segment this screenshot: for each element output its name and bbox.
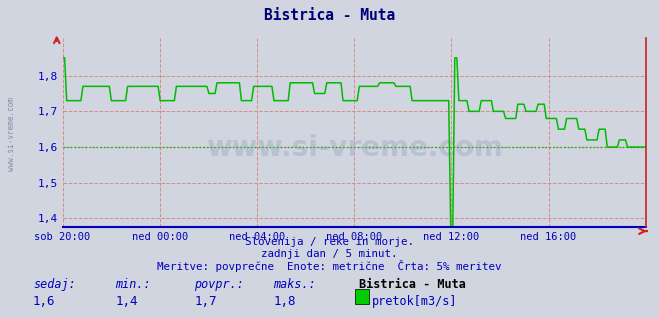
Text: 1,6: 1,6 [33, 295, 55, 308]
Text: Bistrica - Muta: Bistrica - Muta [264, 8, 395, 23]
Text: Slovenija / reke in morje.: Slovenija / reke in morje. [245, 237, 414, 247]
Text: sedaj:: sedaj: [33, 278, 76, 291]
Text: www.si-vreme.com: www.si-vreme.com [7, 97, 16, 170]
Text: min.:: min.: [115, 278, 151, 291]
Text: www.si-vreme.com: www.si-vreme.com [206, 134, 503, 162]
Text: pretok[m3/s]: pretok[m3/s] [372, 295, 458, 308]
Text: 1,4: 1,4 [115, 295, 138, 308]
Text: povpr.:: povpr.: [194, 278, 244, 291]
Text: maks.:: maks.: [273, 278, 316, 291]
Text: Bistrica - Muta: Bistrica - Muta [359, 278, 466, 291]
Text: zadnji dan / 5 minut.: zadnji dan / 5 minut. [261, 249, 398, 259]
Text: 1,8: 1,8 [273, 295, 296, 308]
Text: 1,7: 1,7 [194, 295, 217, 308]
Text: Meritve: povprečne  Enote: metrične  Črta: 5% meritev: Meritve: povprečne Enote: metrične Črta:… [158, 260, 501, 273]
